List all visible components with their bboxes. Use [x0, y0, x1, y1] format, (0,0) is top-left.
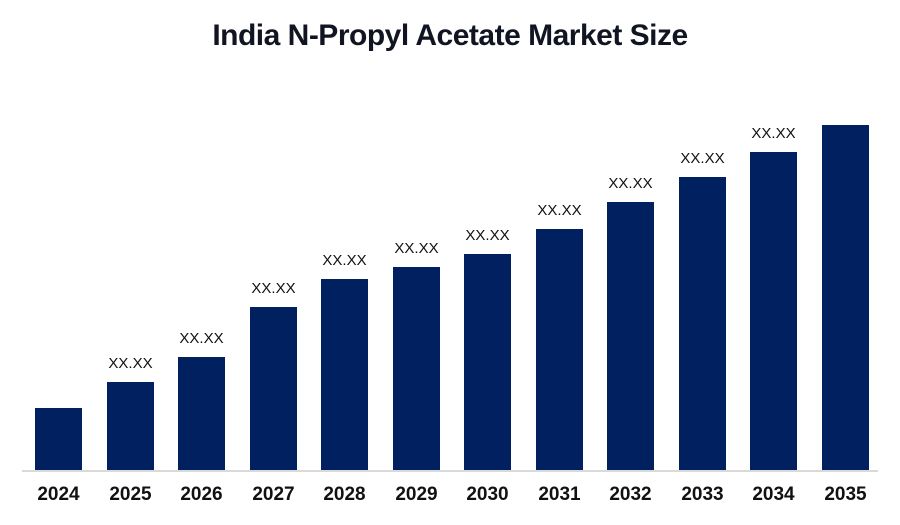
- x-tick-2028: 2028: [323, 484, 366, 505]
- x-tick-2034: 2034: [752, 484, 795, 505]
- bar-value-label-2030: XX.XX: [465, 227, 510, 244]
- x-axis-line: [22, 470, 878, 472]
- bar-value-label-2027: XX.XX: [251, 280, 296, 297]
- x-tick-2033: 2033: [681, 484, 724, 505]
- bar-2031: [536, 229, 583, 470]
- bar-2027: [250, 307, 297, 470]
- bar-value-label-2034: XX.XX: [751, 125, 796, 142]
- x-tick-2030: 2030: [466, 484, 509, 505]
- x-tick-2025: 2025: [109, 484, 152, 505]
- x-tick-2024: 2024: [37, 484, 80, 505]
- bar-2032: [607, 202, 654, 470]
- bar-2029: [393, 267, 440, 470]
- bar-2035: [822, 125, 869, 470]
- x-tick-2027: 2027: [252, 484, 295, 505]
- bar-2034: [750, 152, 797, 470]
- bar-2028: [321, 279, 368, 470]
- bar-value-label-2025: XX.XX: [108, 355, 153, 372]
- bar-2033: [679, 177, 726, 470]
- bar-value-label-2029: XX.XX: [394, 240, 439, 257]
- x-tick-2029: 2029: [395, 484, 438, 505]
- bar-2025: [107, 382, 154, 470]
- bar-value-label-2033: XX.XX: [680, 150, 725, 167]
- bar-value-label-2028: XX.XX: [322, 252, 367, 269]
- x-tick-2032: 2032: [609, 484, 652, 505]
- x-tick-2026: 2026: [180, 484, 223, 505]
- bar-2026: [178, 357, 225, 470]
- x-tick-2031: 2031: [538, 484, 581, 505]
- bar-value-label-2026: XX.XX: [179, 330, 224, 347]
- bar-value-label-2031: XX.XX: [537, 202, 582, 219]
- bar-2024: [35, 408, 82, 470]
- bar-2030: [464, 254, 511, 470]
- chart-title: India N-Propyl Acetate Market Size: [212, 19, 688, 52]
- bar-value-label-2032: XX.XX: [608, 175, 653, 192]
- x-tick-2035: 2035: [824, 484, 867, 505]
